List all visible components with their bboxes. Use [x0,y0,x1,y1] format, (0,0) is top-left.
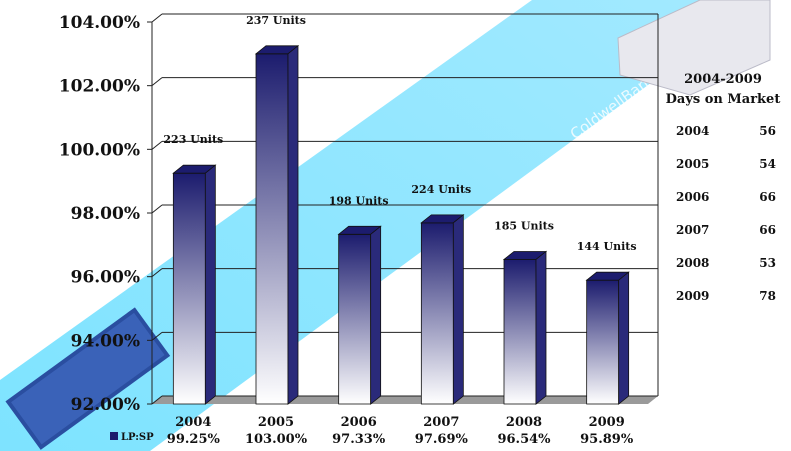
coldwell-banker-logo [5,307,171,450]
days-on-market-title-line2: Days on Market [665,92,781,107]
bar-side [452,214,464,405]
days-on-market-table: 2004 56 2005 54 2006 66 2007 66 2008 53 2009 7… [676,124,776,322]
row-days: 78 [759,289,776,303]
value-label: 97.69% [415,432,469,447]
unit-label: 237 Units [246,14,306,27]
value-label: 95.89% [580,432,634,447]
days-on-market-title-line1: 2004-2009 [684,72,762,87]
y-tick-label: 92.00% [71,395,140,415]
category-label: 2005 [258,415,294,430]
value-label: 97.33% [332,432,386,447]
bar-side [535,250,547,405]
legend-label: LP:SP [121,432,154,443]
gridline-depth [151,140,163,150]
legend-swatch [110,432,118,440]
house-logo [617,0,771,96]
y-tick-label: 98.00% [71,204,140,224]
row-days: 56 [759,124,776,138]
row-days: 66 [759,223,776,237]
table-row: 2007 66 [676,223,776,256]
bar-side [204,164,216,405]
row-year: 2009 [676,289,710,303]
category-label: 2008 [506,415,542,430]
bar-side [370,225,382,405]
bars [172,45,630,405]
y-ticks: 92.00% 94.00% 96.00% 98.00% 100.00% 102.00% 10… [59,13,140,415]
days-on-market-title: 2004-2009 Days on Market [662,70,784,110]
gridline-depth [151,331,163,341]
bar-side [287,45,299,405]
table-row: 2005 54 [676,157,776,190]
legend: LP:SP [110,432,154,443]
plot-floor [152,396,658,404]
bar [338,233,372,405]
bar [255,53,289,405]
table-row: 2006 66 [676,190,776,223]
unit-label: 198 Units [329,194,389,207]
category-label: 2007 [423,415,459,430]
gridline-depth [151,268,163,278]
gridline-depth [151,395,163,405]
y-tick-label: 96.00% [71,268,140,288]
gridline-depth [151,77,163,87]
value-label: 103.00% [245,432,308,447]
row-days: 53 [759,256,776,270]
unit-label: 144 Units [577,240,637,253]
y-tick-label: 104.00% [59,13,140,33]
value-label: 99.25% [167,432,221,447]
row-days: 66 [759,190,776,204]
row-days: 54 [759,157,776,171]
row-year: 2008 [676,256,710,270]
row-year: 2004 [676,124,710,138]
row-year: 2006 [676,190,710,204]
table-row: 2004 56 [676,124,776,157]
row-year: 2007 [676,223,710,237]
bar-side [618,271,630,405]
category-label: 2006 [341,415,377,430]
category-label: 2004 [175,415,211,430]
table-row: 2008 53 [676,256,776,289]
bar [172,172,206,405]
y-tick-label: 94.00% [71,331,140,351]
value-label: 96.54% [497,432,551,447]
table-row: 2009 78 [676,289,776,322]
bar [586,279,620,405]
y-tick-label: 100.00% [59,140,140,160]
unit-label: 224 Units [411,183,471,196]
bar [420,222,454,405]
gridline-depth [151,13,163,23]
bar-labels: 223 Units 2004 99.25% 237 Units 2005 103.00% 1… [163,14,636,447]
unit-label: 185 Units [494,219,554,232]
unit-label: 223 Units [163,133,223,146]
row-year: 2005 [676,157,710,171]
y-tick-label: 102.00% [59,77,140,97]
category-label: 2009 [589,415,625,430]
bar [503,259,537,405]
gridline-depth [151,204,163,214]
